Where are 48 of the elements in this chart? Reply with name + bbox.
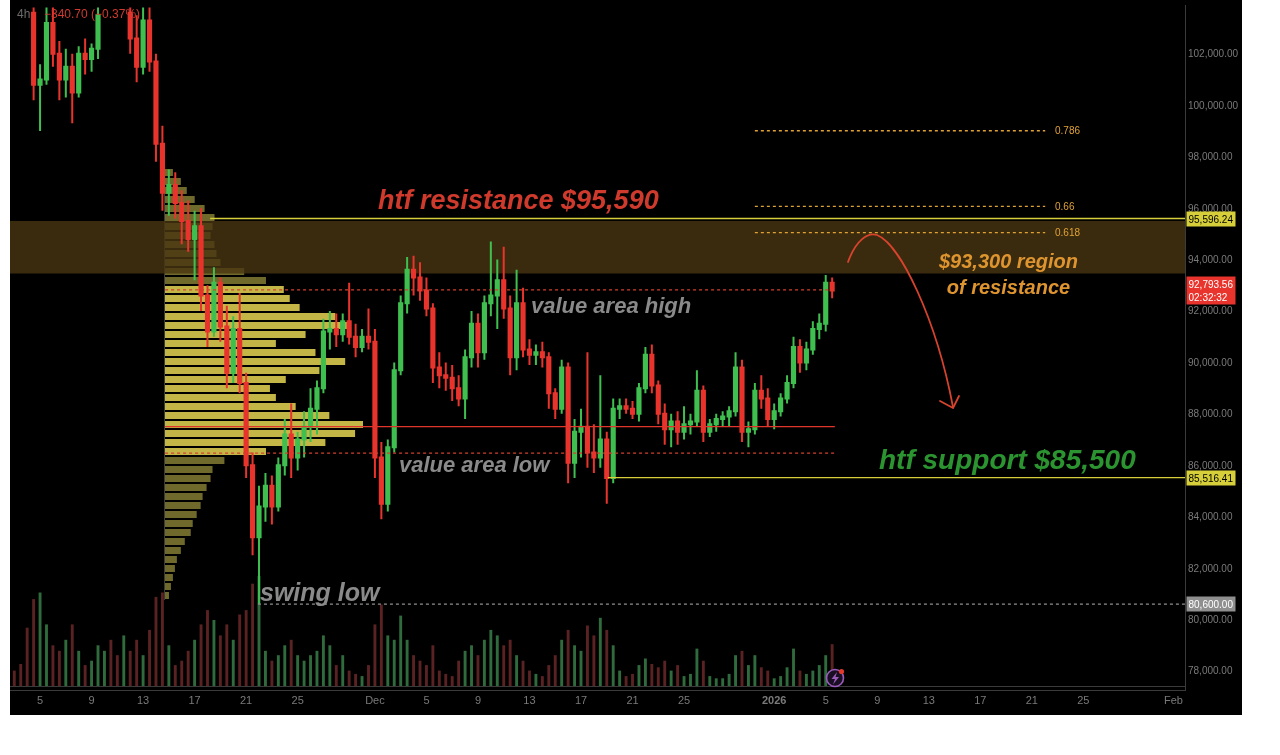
x-tick-label: 13 bbox=[922, 694, 935, 707]
annotation: swing low bbox=[260, 578, 381, 606]
series-label: 85,516.41 bbox=[1188, 472, 1234, 484]
x-tick-label: 5 bbox=[36, 694, 44, 707]
y-tick-label: 100,000.00 bbox=[1188, 99, 1239, 111]
x-tick-label: 25 bbox=[291, 694, 304, 707]
series-label: 80,600.00 bbox=[1188, 598, 1234, 610]
series-label: 0.618 bbox=[1055, 227, 1081, 238]
chart-title: 4h bbox=[17, 7, 31, 22]
annotation: value area high bbox=[531, 293, 692, 318]
annotation: $93,300 region of resistance bbox=[938, 250, 1078, 298]
x-tick-label: 2026 bbox=[761, 694, 787, 707]
series-label: 0.66 bbox=[1055, 201, 1075, 212]
y-tick-label: 102,000.00 bbox=[1188, 48, 1239, 60]
text: 92,793.56 02:32:32 bbox=[1188, 278, 1234, 303]
y-tick-label: 80,000.00 bbox=[1188, 614, 1233, 626]
x-tick-label: 21 bbox=[626, 694, 639, 707]
x-tick-label: 21 bbox=[240, 694, 253, 707]
x-tick-label: 13 bbox=[523, 694, 536, 707]
x-tick-label: 9 bbox=[874, 694, 881, 707]
x-tick-label: Feb bbox=[1163, 694, 1183, 707]
y-tick-label: 82,000.00 bbox=[1188, 562, 1233, 574]
y-tick-label: 90,000.00 bbox=[1188, 356, 1233, 368]
y-tick-label: 96,000.00 bbox=[1188, 202, 1233, 214]
annotation: value area low bbox=[399, 452, 552, 477]
x-tick-label: 17 bbox=[574, 694, 588, 707]
x-tick-label: 25 bbox=[677, 694, 691, 707]
y-tick-label: 86,000.00 bbox=[1188, 459, 1233, 471]
x-tick-label: 9 bbox=[88, 694, 95, 707]
y-tick-label: 98,000.00 bbox=[1188, 151, 1233, 163]
y-tick-label: 94,000.00 bbox=[1188, 254, 1233, 266]
x-tick-label: 9 bbox=[474, 694, 482, 707]
annotation: htf support $85,500 bbox=[879, 444, 1137, 475]
x-tick-label: 5 bbox=[822, 694, 829, 707]
y-tick-label: 84,000.00 bbox=[1188, 511, 1233, 523]
x-tick-label: 17 bbox=[974, 694, 987, 707]
annotation: htf resistance $95,590 bbox=[378, 185, 659, 215]
x-tick-label: Dec bbox=[365, 694, 386, 707]
x-tick-label: 25 bbox=[1077, 694, 1090, 707]
series-label: 0.786 bbox=[1055, 125, 1081, 136]
x-tick-label: 5 bbox=[423, 694, 430, 707]
y-tick-label: 88,000.00 bbox=[1188, 408, 1233, 420]
x-tick-label: 13 bbox=[136, 694, 150, 707]
y-tick-label: 78,000.00 bbox=[1188, 665, 1233, 677]
y-tick-label: 92,000.00 bbox=[1188, 305, 1233, 317]
series-label: 95,596.24 bbox=[1188, 213, 1234, 225]
x-tick-label: 21 bbox=[1025, 694, 1038, 707]
x-tick-label: 17 bbox=[188, 694, 201, 707]
